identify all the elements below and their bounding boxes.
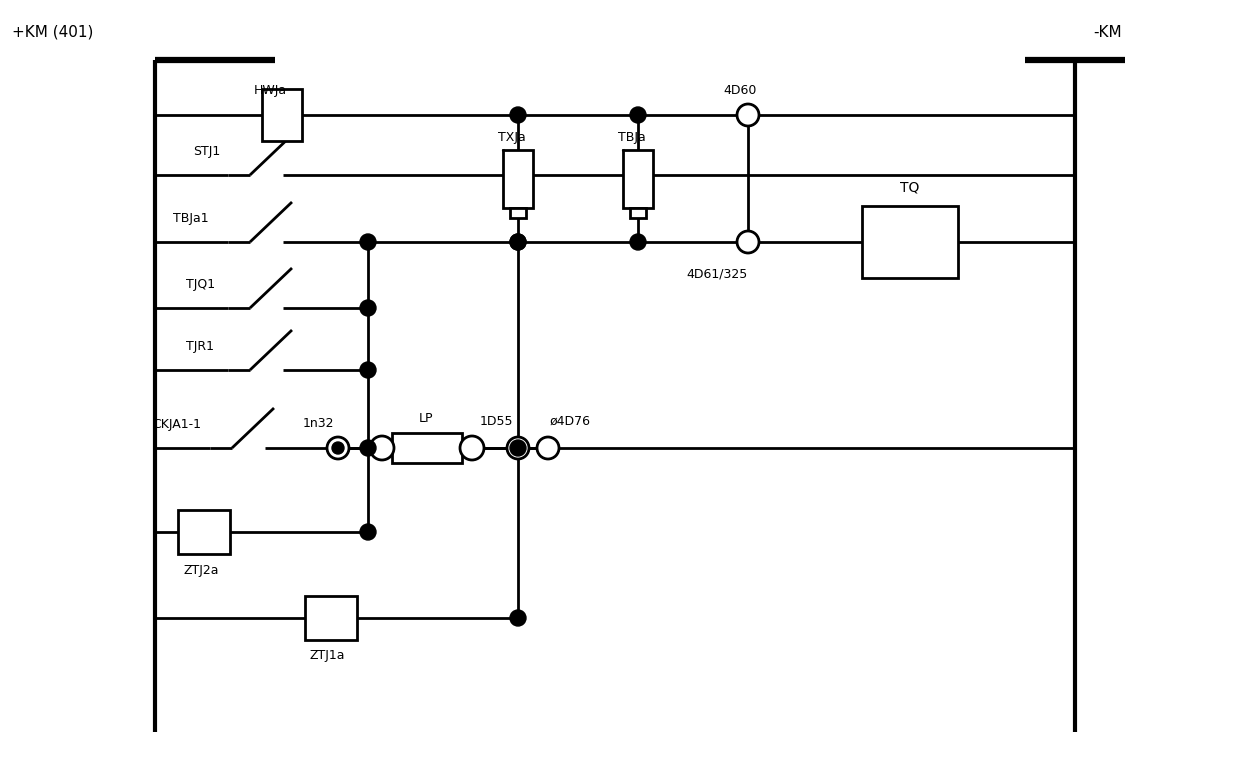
Text: -KM: -KM <box>1093 25 1121 39</box>
Text: 4D61/325: 4D61/325 <box>686 267 747 280</box>
Bar <box>261 89 302 141</box>
Text: ø4D76: ø4D76 <box>549 414 590 427</box>
Circle shape <box>510 234 527 250</box>
Text: ZTJ1a: ZTJ1a <box>310 650 346 662</box>
Circle shape <box>361 524 375 540</box>
Bar <box>629 207 647 217</box>
Text: TBJa1: TBJa1 <box>173 212 208 225</box>
Circle shape <box>361 362 375 378</box>
Circle shape <box>510 610 527 626</box>
Circle shape <box>512 442 524 454</box>
Bar <box>392 433 462 463</box>
Text: TJQ1: TJQ1 <box>186 277 216 290</box>
Bar <box>623 149 653 207</box>
Text: ZTJ2a: ZTJ2a <box>183 564 218 577</box>
Bar <box>509 207 527 217</box>
Circle shape <box>737 104 760 126</box>
Circle shape <box>361 300 375 316</box>
Circle shape <box>737 231 760 253</box>
Circle shape <box>510 440 527 456</box>
Text: TQ: TQ <box>901 180 919 194</box>
Text: LP: LP <box>419 411 434 424</box>
Circle shape <box>370 436 394 460</box>
Circle shape <box>460 436 484 460</box>
Text: STJ1: STJ1 <box>193 145 221 158</box>
Circle shape <box>629 234 646 250</box>
Bar <box>503 149 533 207</box>
Text: 4D60: 4D60 <box>724 83 756 96</box>
Circle shape <box>327 437 349 459</box>
Circle shape <box>507 437 529 459</box>
Circle shape <box>510 107 527 123</box>
Text: CKJA1-1: CKJA1-1 <box>152 417 201 430</box>
Circle shape <box>510 234 527 250</box>
Bar <box>862 206 958 278</box>
Text: TJR1: TJR1 <box>186 340 214 353</box>
Circle shape <box>332 442 344 454</box>
Bar <box>178 510 230 554</box>
Circle shape <box>629 107 646 123</box>
Circle shape <box>361 234 375 250</box>
Bar <box>305 596 357 640</box>
Text: HWJa: HWJa <box>254 83 287 96</box>
Text: TXJa: TXJa <box>498 131 525 144</box>
Circle shape <box>536 437 559 459</box>
Text: TBJa: TBJa <box>618 131 646 144</box>
Text: +KM (401): +KM (401) <box>12 25 93 39</box>
Text: 1D55: 1D55 <box>479 414 513 427</box>
Text: 1n32: 1n32 <box>304 417 335 430</box>
Circle shape <box>361 440 375 456</box>
